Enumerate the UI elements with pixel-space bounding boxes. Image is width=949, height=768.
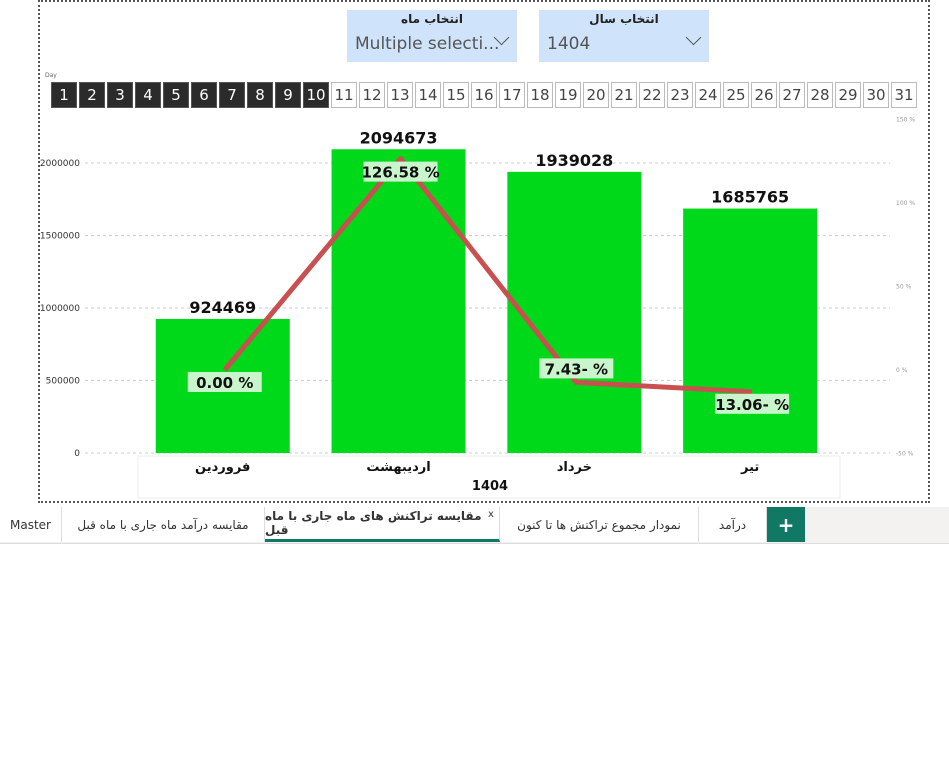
y-right-tick-label: 150 % xyxy=(896,117,915,124)
day-button[interactable]: 8 xyxy=(247,82,273,108)
x-axis-frame xyxy=(137,455,841,499)
day-button[interactable]: 16 xyxy=(471,82,497,108)
day-button[interactable]: 24 xyxy=(695,82,721,108)
month-slicer-value: Multiple selecti... xyxy=(355,34,500,54)
year-slicer-title: انتخاب سال xyxy=(589,12,659,26)
tab-master[interactable]: Master xyxy=(0,507,62,542)
day-button[interactable]: 4 xyxy=(135,82,161,108)
bar xyxy=(331,149,466,454)
add-page-button[interactable]: + xyxy=(767,507,805,542)
y-right-tick-label: 0 % xyxy=(896,367,908,374)
day-button[interactable]: 13 xyxy=(387,82,413,108)
y-right-tick-label: 100 % xyxy=(896,200,915,207)
day-slicer-label: Day xyxy=(45,72,57,79)
combo-chart: 0 500000 1000000 1500000 2000000 -50 % 0 % 50 %… xyxy=(40,117,915,499)
tab-transactions-comparison[interactable]: مقایسه تراکنش های ماه جاری با ماه قبل xyxy=(265,507,500,542)
x-tick-label: فروردین xyxy=(195,460,250,475)
page-tabs: Master مقایسه درآمد ماه جاری با ماه قبل … xyxy=(0,507,949,544)
day-button[interactable]: 2 xyxy=(79,82,105,108)
day-button[interactable]: 28 xyxy=(807,82,833,108)
x-group-label: 1404 xyxy=(472,479,508,494)
bar-data-label: 1939028 xyxy=(535,151,613,170)
day-button[interactable]: 10 xyxy=(303,82,329,108)
day-button[interactable]: 18 xyxy=(527,82,553,108)
day-button[interactable]: 12 xyxy=(359,82,385,108)
month-slicer[interactable]: انتخاب ماه Multiple selecti... xyxy=(347,10,517,62)
y-left-tick-label: 1000000 xyxy=(40,304,80,314)
y-right-tick-label: 50 % xyxy=(896,284,912,291)
day-button[interactable]: 6 xyxy=(191,82,217,108)
line-data-label: 126.58 % xyxy=(361,164,439,182)
tab-cumulative-transactions[interactable]: نمودار مجموع تراکنش ها تا کنون xyxy=(500,507,699,542)
day-button[interactable]: 21 xyxy=(611,82,637,108)
line-data-label-bg xyxy=(715,393,790,414)
day-button[interactable]: 25 xyxy=(723,82,749,108)
line-data-label: 7.43- % xyxy=(545,360,609,378)
x-tick-label: اردیبهشت xyxy=(366,460,430,475)
day-button[interactable]: 23 xyxy=(667,82,693,108)
y-left-tick-label: 2000000 xyxy=(40,159,80,169)
bar-data-label: 1685765 xyxy=(711,188,789,207)
line-data-label-bg xyxy=(539,358,614,379)
day-button[interactable]: 1 xyxy=(51,82,77,108)
y-left-tick-label: 500000 xyxy=(46,377,81,387)
day-button[interactable]: 26 xyxy=(751,82,777,108)
line-data-label: 13.06- % xyxy=(715,396,789,414)
line-data-label: 0.00 % xyxy=(196,374,253,392)
day-button[interactable]: 27 xyxy=(779,82,805,108)
day-button[interactable]: 19 xyxy=(555,82,581,108)
day-button[interactable]: 11 xyxy=(331,82,357,108)
day-button[interactable]: 30 xyxy=(863,82,889,108)
month-slicer-title: انتخاب ماه xyxy=(401,12,463,26)
day-button[interactable]: 15 xyxy=(443,82,469,108)
bar-data-label: 924469 xyxy=(189,298,256,317)
y-left-tick-label: 0 xyxy=(74,449,80,459)
day-button[interactable]: 9 xyxy=(275,82,301,108)
year-slicer[interactable]: انتخاب سال 1404 xyxy=(539,10,709,62)
day-slicer: 1 2 3 4 5 6 7 8 9 10 11 12 13 14 15 16 17 18 19 20 21 22 23 24 2… xyxy=(51,82,919,108)
year-slicer-value: 1404 xyxy=(547,34,591,54)
line-data-label-bg xyxy=(363,161,438,182)
day-button[interactable]: 3 xyxy=(107,82,133,108)
tab-income[interactable]: درآمد xyxy=(699,507,767,542)
day-button[interactable]: 20 xyxy=(583,82,609,108)
y-right-tick-label: -50 % xyxy=(896,451,914,458)
day-button[interactable]: 17 xyxy=(499,82,525,108)
tab-income-comparison[interactable]: مقایسه درآمد ماه جاری با ماه قبل xyxy=(62,507,265,542)
day-button[interactable]: 31 xyxy=(891,82,917,108)
day-button[interactable]: 22 xyxy=(639,82,665,108)
day-button[interactable]: 14 xyxy=(415,82,441,108)
day-button[interactable]: 5 xyxy=(163,82,189,108)
line-series xyxy=(222,156,753,395)
day-button[interactable]: 29 xyxy=(835,82,861,108)
day-button[interactable]: 7 xyxy=(219,82,245,108)
bar xyxy=(683,208,818,453)
x-tick-label: تیر xyxy=(740,460,759,475)
close-tab-icon[interactable]: x xyxy=(488,509,494,520)
y-left-tick-label: 1500000 xyxy=(40,232,80,242)
bar xyxy=(507,171,642,453)
bar-data-label: 2094673 xyxy=(360,128,438,147)
line-data-label-bg xyxy=(187,372,262,392)
report-canvas xyxy=(38,0,930,503)
x-tick-label: خرداد xyxy=(557,460,592,475)
